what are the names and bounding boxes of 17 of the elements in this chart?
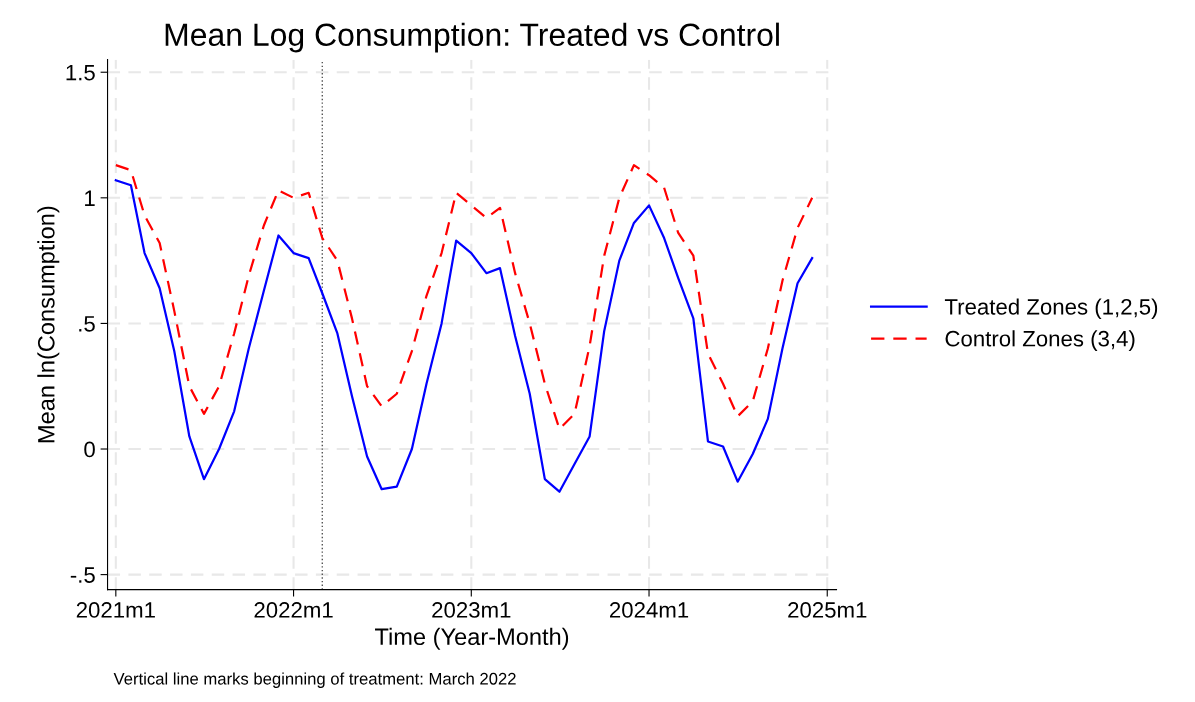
- x-tick-label: 2023m1: [432, 602, 511, 618]
- y-tick-label: 1.5: [66, 64, 95, 81]
- x-axis-title: Time (Year-Month): [375, 627, 569, 650]
- x-tick-label: 2021m1: [76, 602, 155, 618]
- x-tick-label: 2022m1: [254, 602, 333, 618]
- legend-label: Control Zones (3,4): [945, 330, 1135, 351]
- chart-title: Mean Log Consumption: Treated vs Control: [165, 22, 779, 53]
- y-tick-label: 0: [84, 441, 95, 458]
- x-tick-label: 2025m1: [788, 602, 867, 618]
- line-series: [114, 179, 814, 493]
- text: Vertical line marks beginning of treatment: March 2022: [113, 672, 516, 688]
- y-axis-title: Mean ln(Consumption): [37, 206, 60, 443]
- y-tick-label: .5: [79, 316, 95, 332]
- y-tick-label: -.5: [70, 567, 95, 583]
- y-tick-label: 1: [85, 190, 95, 206]
- legend-label: Treated Zones (1,2,5): [944, 298, 1158, 320]
- x-tick-label: 2024m1: [610, 602, 689, 618]
